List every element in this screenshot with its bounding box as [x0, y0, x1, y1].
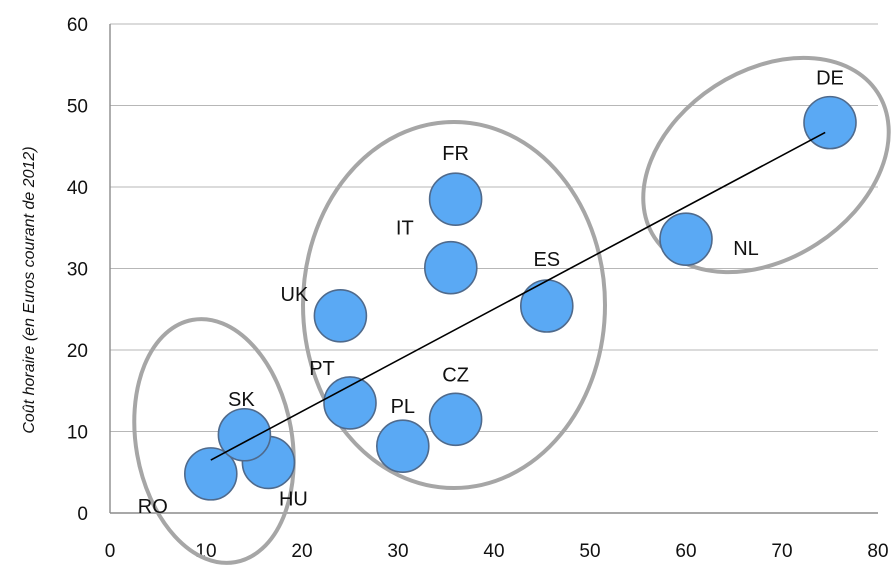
point-sk — [217, 407, 272, 462]
point-ro — [184, 447, 238, 501]
point-label-cz: CZ — [442, 364, 469, 386]
x-tick-label: 60 — [675, 541, 696, 562]
y-tick-label: 0 — [77, 504, 88, 525]
data-points — [184, 95, 857, 501]
cluster-ellipse-high — [641, 55, 891, 275]
point-label-es: ES — [533, 249, 560, 271]
point-pl — [375, 419, 430, 473]
x-tick-label: 80 — [867, 541, 888, 562]
point-label-de: DE — [816, 68, 844, 90]
cluster-ellipse-low — [132, 317, 296, 565]
x-tick-label: 0 — [105, 541, 116, 562]
point-label-it: IT — [396, 218, 414, 240]
y-tick-label: 20 — [67, 341, 88, 362]
y-axis-label: Coût horaire (en Euros courant de 2012) — [21, 146, 38, 433]
point-uk — [313, 288, 368, 343]
point-nl — [659, 212, 713, 266]
point-label-fr: FR — [442, 143, 469, 165]
y-tick-label: 60 — [67, 15, 88, 36]
y-tick-label: 50 — [67, 97, 88, 118]
x-tick-label: 20 — [291, 541, 312, 562]
y-tick-label: 30 — [67, 260, 88, 281]
point-label-hu: HU — [279, 488, 308, 510]
cluster-ellipses — [132, 55, 891, 565]
x-tick-label: 40 — [483, 541, 504, 562]
x-tick-label: 30 — [387, 541, 408, 562]
trend-line — [210, 131, 826, 461]
point-label-sk: SK — [228, 389, 255, 411]
point-cz — [428, 392, 483, 447]
point-de — [803, 95, 857, 150]
point-fr — [428, 172, 483, 227]
x-tick-label: 50 — [579, 541, 600, 562]
point-label-uk: UK — [281, 284, 309, 306]
point-label-nl: NL — [733, 238, 759, 260]
point-labels: RO HU SK PT PL CZ UK IT FR ES NL DE — [138, 68, 844, 518]
point-label-pl: PL — [391, 396, 415, 418]
point-es — [519, 279, 574, 333]
y-tick-label: 40 — [67, 178, 88, 199]
point-it — [423, 240, 478, 295]
point-label-pt: PT — [309, 358, 335, 380]
y-tick-label: 10 — [67, 423, 88, 444]
x-tick-labels: 0 10 20 30 40 50 60 70 80 — [105, 541, 889, 562]
point-label-ro: RO — [138, 496, 168, 518]
point-pt — [323, 376, 377, 430]
y-tick-labels: 0 10 20 30 40 50 60 — [67, 15, 88, 525]
cluster-ellipse-mid — [301, 120, 607, 490]
x-tick-label: 70 — [771, 541, 792, 562]
